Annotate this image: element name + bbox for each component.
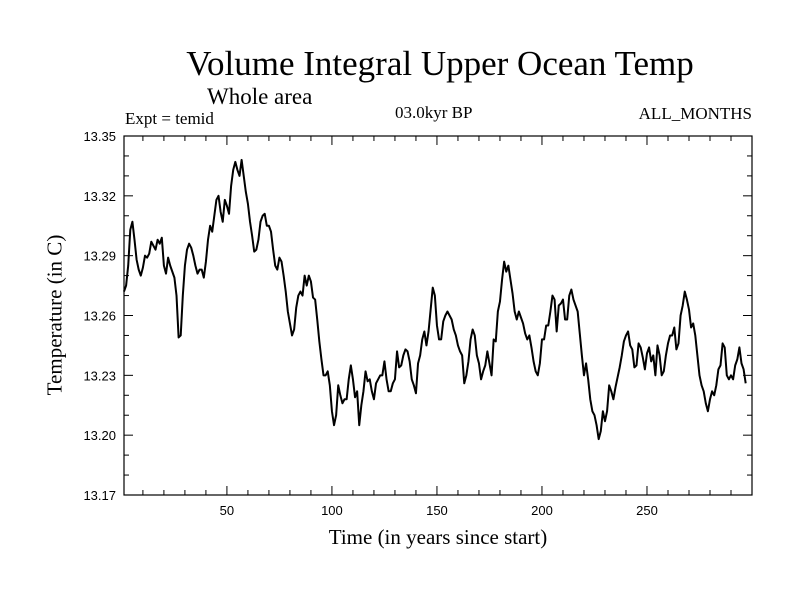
- y-tick-label: 13.20: [83, 428, 116, 443]
- y-tick-label: 13.23: [83, 368, 116, 383]
- y-tick-label: 13.29: [83, 249, 116, 264]
- chart-title: Volume Integral Upper Ocean Temp: [186, 44, 694, 83]
- x-tick-label: 100: [321, 503, 343, 518]
- x-tick-label: 200: [531, 503, 553, 518]
- chart-subtitle: Whole area: [207, 84, 313, 109]
- x-tick-label: 250: [636, 503, 658, 518]
- series-layer: [123, 158, 747, 441]
- experiment-annotation: Expt = temid: [125, 109, 214, 128]
- y-tick-label: 13.35: [83, 129, 116, 144]
- y-tick-label: 13.32: [83, 189, 116, 204]
- period-annotation: 03.0kyr BP: [395, 103, 473, 122]
- y-tick-label: 13.17: [83, 488, 116, 503]
- x-tick-label: 150: [426, 503, 448, 518]
- y-tick-label: 13.26: [83, 309, 116, 324]
- months-annotation: ALL_MONTHS: [638, 104, 752, 123]
- x-axis-ticks: 50 100 150 200 250: [142, 136, 732, 518]
- x-tick-label: 50: [220, 503, 234, 518]
- y-axis-ticks: 13.17 13.20 13.23 13.26 13.29 13.32 13.35: [83, 129, 752, 503]
- plot-frame: [123, 135, 753, 496]
- x-axis-label: Time (in years since start): [328, 525, 548, 549]
- series-line: [123, 158, 747, 441]
